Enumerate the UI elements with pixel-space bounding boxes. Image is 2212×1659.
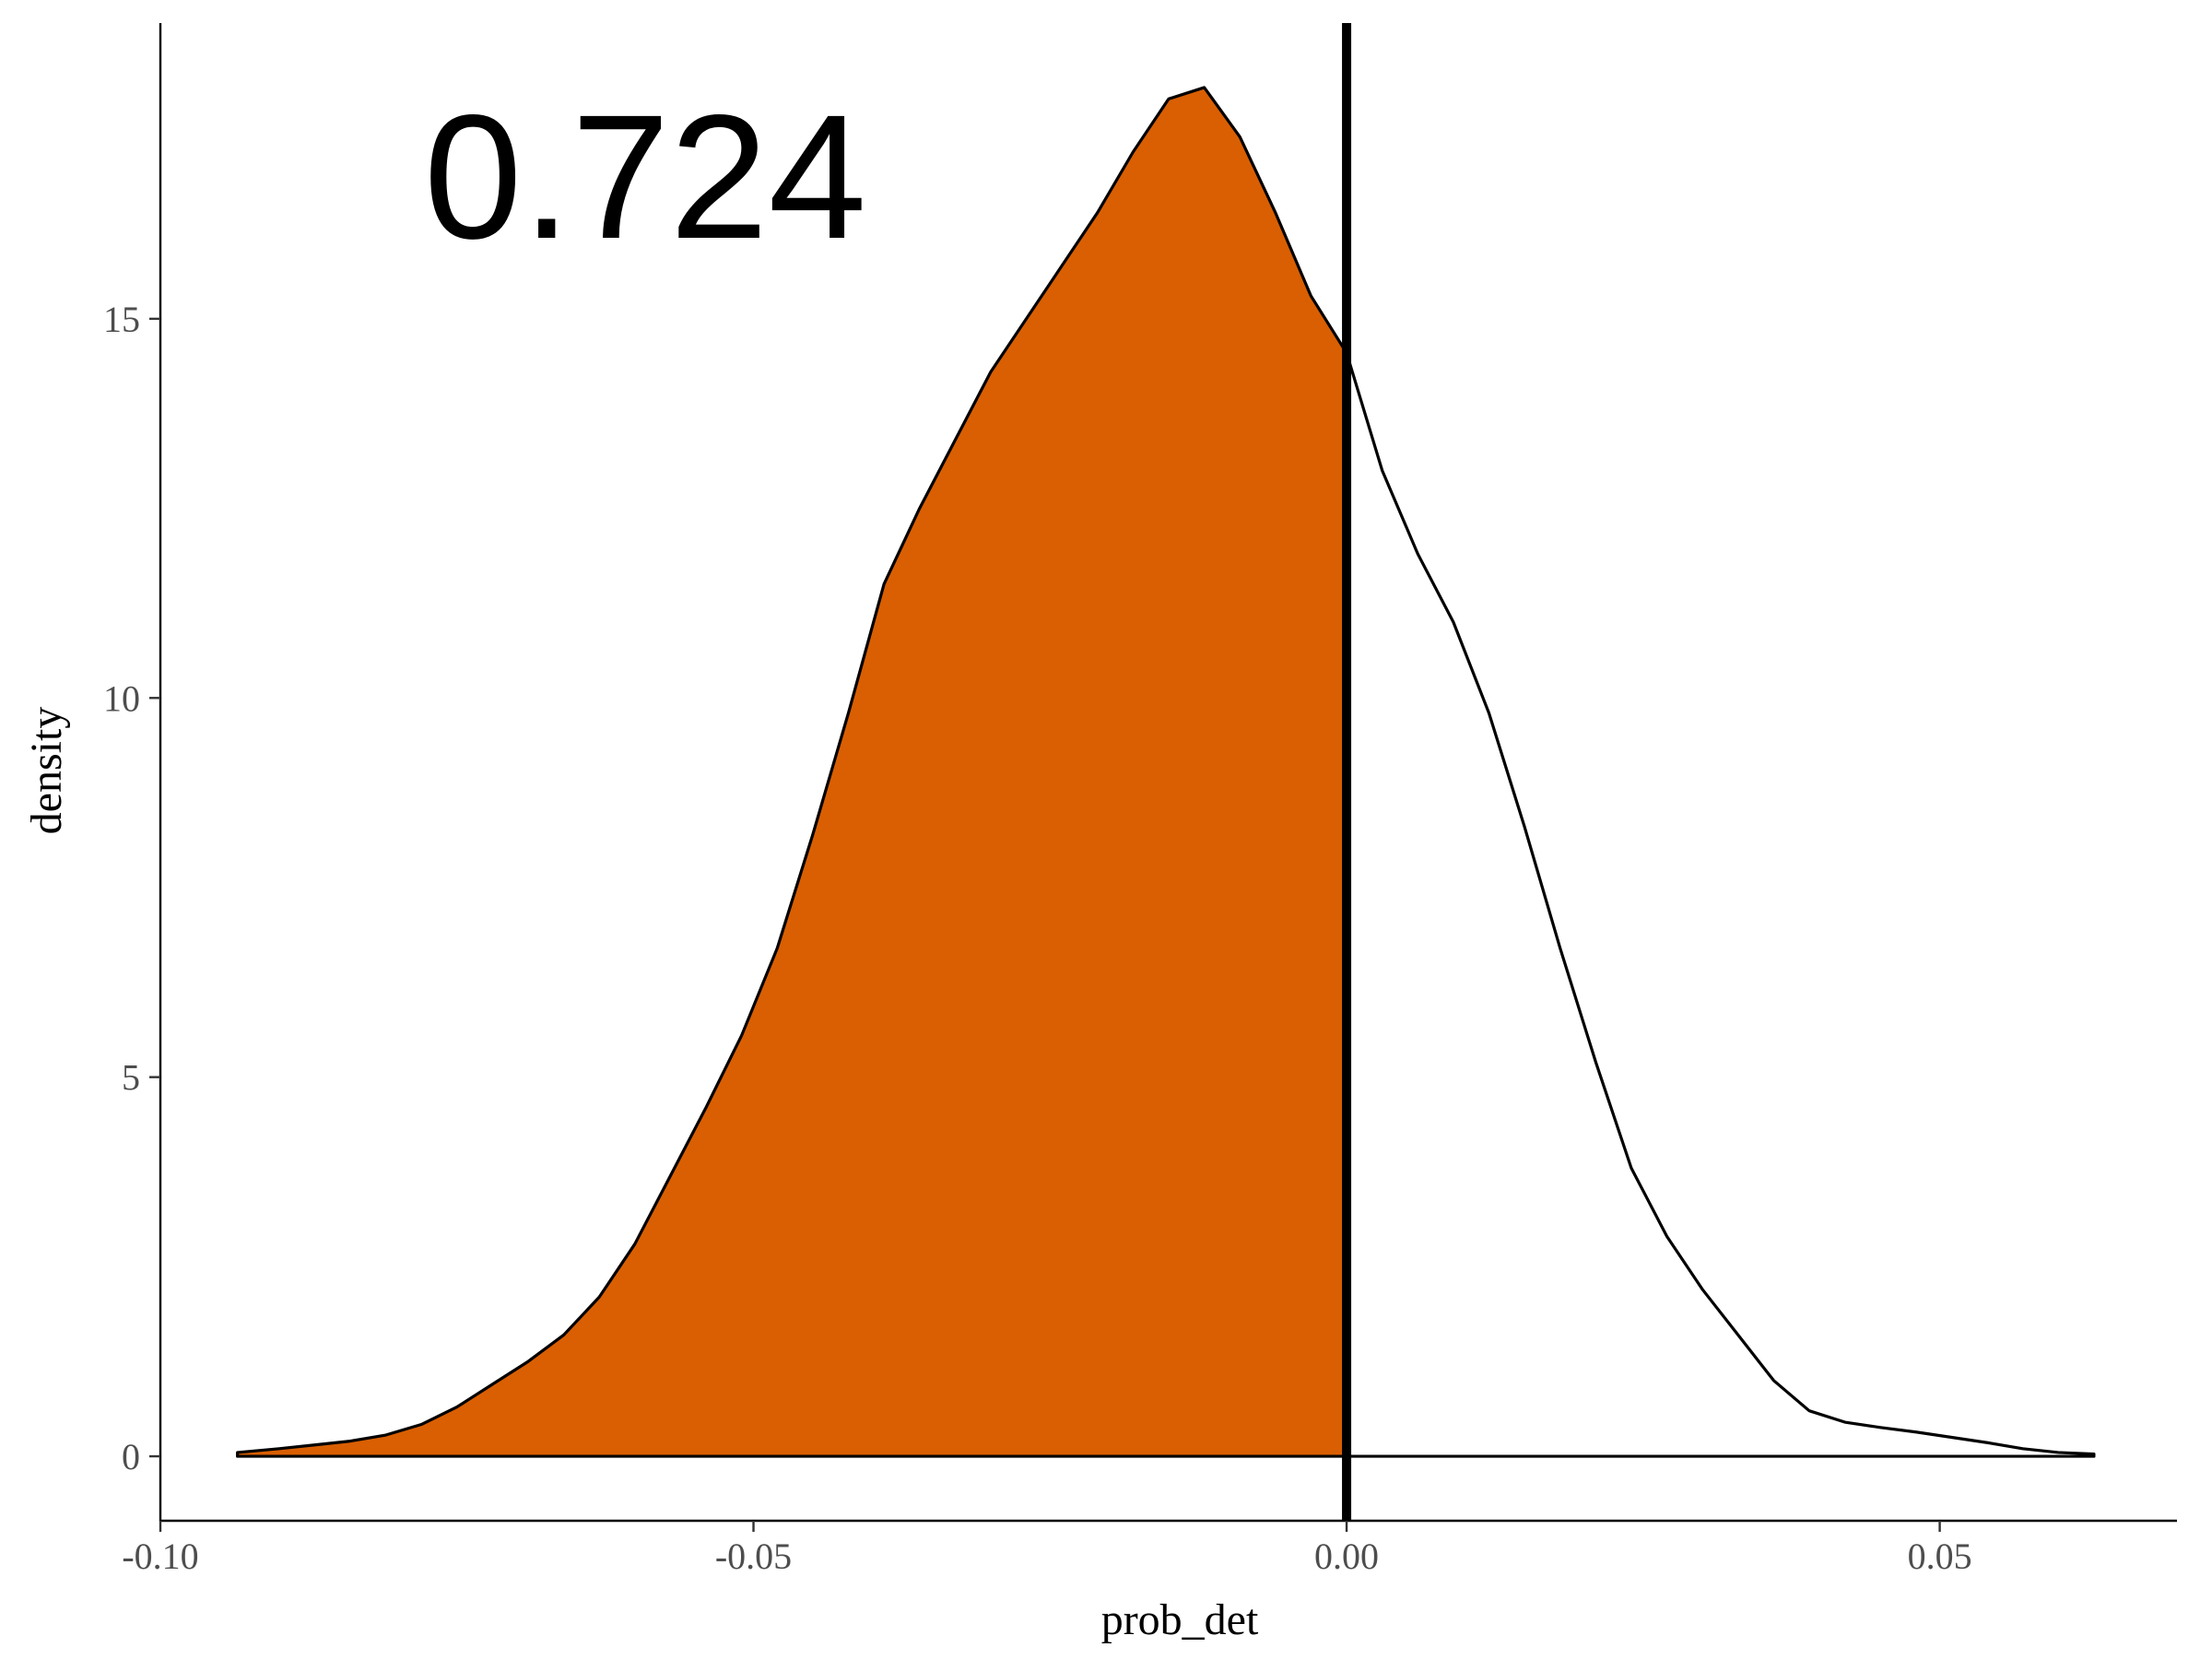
y-tick-label: 0 bbox=[122, 1436, 140, 1477]
plot-area bbox=[236, 23, 2096, 1521]
x-tick-label: 0.00 bbox=[1314, 1535, 1379, 1577]
x-tick-label: -0.05 bbox=[715, 1535, 792, 1577]
y-axis-title: density bbox=[22, 707, 71, 835]
filled-density-region bbox=[237, 87, 1347, 1457]
x-tick-label: 0.05 bbox=[1908, 1535, 1972, 1577]
y-tick-label: 5 bbox=[122, 1057, 140, 1099]
x-tick-label: -0.10 bbox=[122, 1535, 198, 1577]
y-tick-label: 15 bbox=[103, 299, 140, 340]
y-tick-label: 10 bbox=[103, 677, 140, 719]
x-axis-title: prob_det bbox=[1101, 1595, 1259, 1644]
probability-annotation: 0.724 bbox=[424, 77, 866, 276]
density-curve bbox=[236, 86, 2096, 1458]
axes: -0.10 -0.05 0.00 0.05 0 5 10 15 bbox=[103, 23, 2177, 1577]
